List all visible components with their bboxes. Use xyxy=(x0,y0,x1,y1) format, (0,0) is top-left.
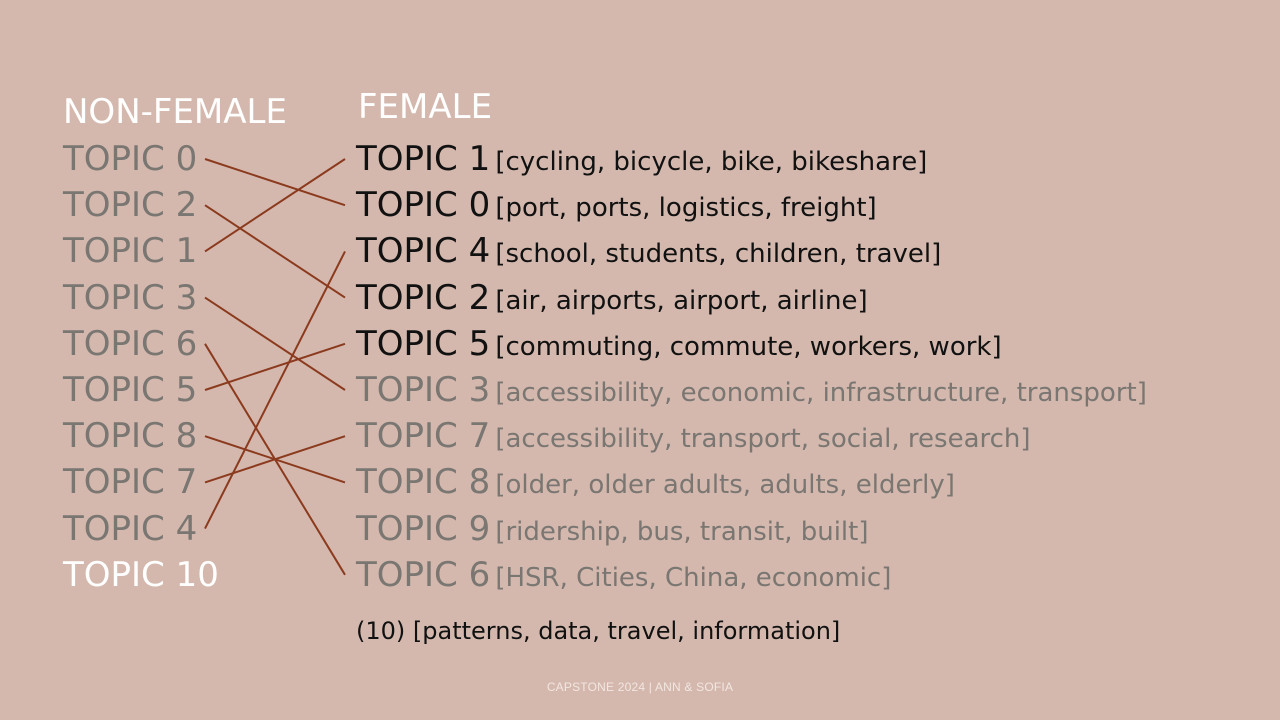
right-topic-item: TOPIC 7 [accessibility, transport, socia… xyxy=(356,419,1031,453)
left-topic-item: TOPIC 2 xyxy=(63,185,198,226)
right-column-header: FEMALE xyxy=(358,87,493,127)
right-topic-item: TOPIC 2 [air, airports, airport, airline… xyxy=(356,281,868,315)
right-topic-item: TOPIC 6 [HSR, Cities, China, economic] xyxy=(356,558,891,592)
right-topic-item: TOPIC 1 [cycling, bicycle, bike, bikesha… xyxy=(356,142,927,176)
left-topic-item: TOPIC 7 xyxy=(63,462,198,503)
topic-label: TOPIC 3 xyxy=(356,370,491,410)
left-topic-item: TOPIC 0 xyxy=(63,139,198,179)
topic-link-line xyxy=(204,435,346,484)
right-topic-item: TOPIC 8 [older, older adults, adults, el… xyxy=(356,465,955,499)
topic-keywords: [air, airports, airport, airline] xyxy=(495,285,868,316)
left-topic-item: TOPIC 1 xyxy=(63,231,198,272)
left-topic-item: TOPIC 6 xyxy=(63,323,198,364)
topic-keywords: [accessibility, economic, infrastructure… xyxy=(495,378,1147,408)
unmatched-topic-10: (10) [patterns, data, travel, informatio… xyxy=(356,617,841,645)
right-topic-item: TOPIC 0 [port, ports, logistics, freight… xyxy=(356,188,877,222)
topic-keywords: [HSR, Cities, China, economic] xyxy=(495,562,892,593)
right-topic-item: TOPIC 4 [school, students, children, tra… xyxy=(356,234,941,268)
topic-link-line xyxy=(204,204,346,299)
footer-credit: CAPSTONE 2024 | ANN & SOFIA xyxy=(546,680,734,694)
topic-label: TOPIC 1 xyxy=(356,139,491,179)
topic-keywords: [school, students, children, travel] xyxy=(495,239,942,270)
left-topic-item: TOPIC 8 xyxy=(63,416,198,457)
right-topic-item: TOPIC 9 [ridership, bus, transit, built] xyxy=(356,512,868,546)
topic-keywords: [ridership, bus, transit, built] xyxy=(495,516,869,547)
topic-label: TOPIC 5 xyxy=(356,323,491,364)
topic-label: TOPIC 9 xyxy=(356,508,491,549)
topic-label: TOPIC 4 xyxy=(356,231,491,272)
topic-keywords: [port, ports, logistics, freight] xyxy=(495,193,877,224)
right-topic-item: TOPIC 5 [commuting, commute, workers, wo… xyxy=(356,327,1002,361)
topic-keywords: [older, older adults, adults, elderly] xyxy=(495,470,955,501)
topic-label: TOPIC 7 xyxy=(356,416,491,457)
topic-label: TOPIC 0 xyxy=(356,185,491,226)
left-column-header: NON-FEMALE xyxy=(63,92,287,132)
topic-keywords: [accessibility, transport, social, resea… xyxy=(495,424,1031,455)
topic-link-line xyxy=(204,158,346,207)
left-topic-item: TOPIC 3 xyxy=(63,277,198,318)
topic-label: TOPIC 8 xyxy=(356,462,491,503)
left-topic-item: TOPIC 4 xyxy=(63,508,198,549)
right-topic-item: TOPIC 3 [accessibility, economic, infras… xyxy=(356,373,1147,407)
left-topic-item: TOPIC 10 xyxy=(63,554,219,595)
topic-link-line xyxy=(204,250,346,530)
topic-label: TOPIC 6 xyxy=(356,554,491,595)
topic-label: TOPIC 2 xyxy=(356,277,491,318)
topic-keywords: [commuting, commute, workers, work] xyxy=(495,331,1002,362)
topic-link-line xyxy=(204,296,346,391)
left-topic-item: TOPIC 5 xyxy=(63,370,198,410)
topic-link-line xyxy=(204,158,346,253)
topic-link-line xyxy=(204,342,346,391)
topic-keywords: [cycling, bicycle, bike, bikeshare] xyxy=(495,147,928,177)
